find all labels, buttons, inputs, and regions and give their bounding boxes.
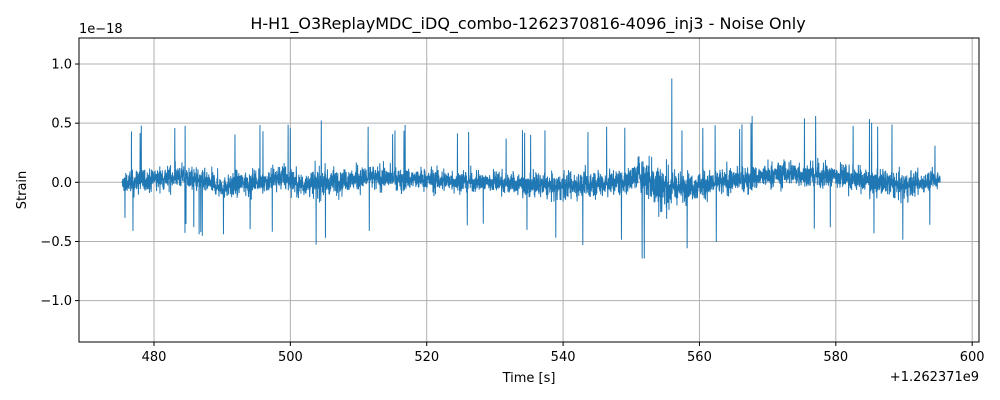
series-line-strain [121,78,941,259]
plot-frame [78,37,980,343]
x-tick-label: 580 [823,350,848,365]
x-axis-label: Time [s] [502,371,556,386]
x-tick-label: 540 [551,350,576,365]
x-axis-ticks: 480 500 520 540 560 580 600 [142,342,985,365]
x-tick-label: 520 [414,350,439,365]
x-tick-label: 480 [142,350,167,365]
x-tick-label: 560 [687,350,712,365]
y-tick-label: 1.0 [51,58,72,73]
y-tick-label: −0.5 [40,235,72,250]
y-scale-label: 1e−18 [79,22,123,37]
y-tick-label: 0.0 [51,176,72,191]
y-tick-label: 0.5 [51,117,72,132]
x-tick-label: 500 [278,350,303,365]
chart-title: H-H1_O3ReplayMDC_iDQ_combo-1262370816-40… [250,14,805,34]
y-tick-label: −1.0 [40,294,72,309]
y-axis-ticks: −1.0 −0.5 0.0 0.5 1.0 [40,58,79,309]
x-tick-label: 600 [960,350,985,365]
x-offset-label: +1.262371e9 [890,370,979,385]
y-axis-label: Strain [15,171,30,210]
